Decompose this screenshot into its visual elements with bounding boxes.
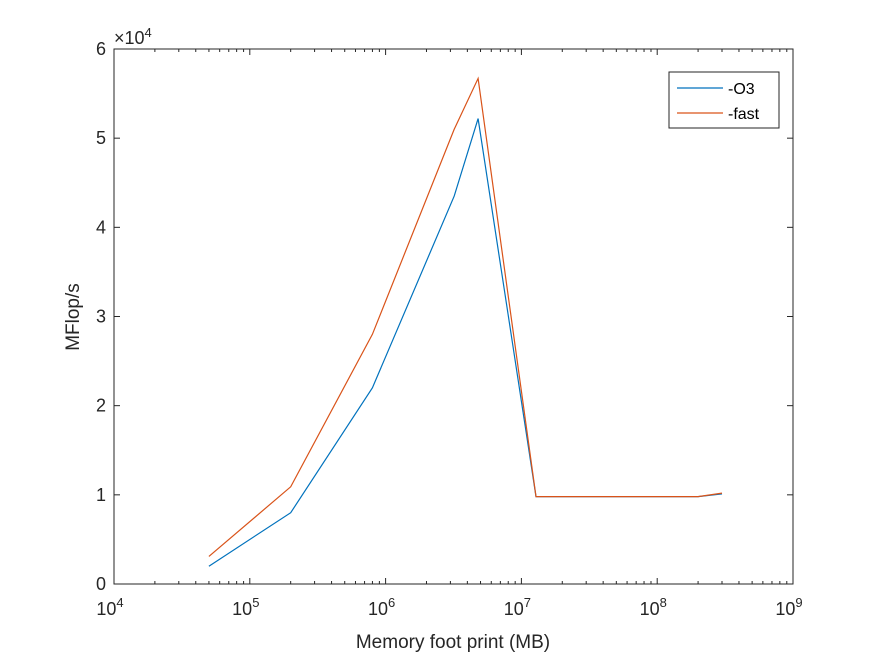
- y-tick-label: 2: [96, 396, 106, 416]
- legend-label-o3: -O3: [728, 81, 755, 98]
- x-tick-label: 104: [96, 595, 123, 619]
- x-tick-label: 109: [775, 595, 802, 619]
- y-tick-label: 5: [96, 128, 106, 148]
- y-tick-label: 3: [96, 307, 106, 327]
- y-exponent-label: ×104: [114, 25, 152, 49]
- legend-label-fast: -fast: [728, 106, 760, 123]
- x-axis-label: Memory foot print (MB): [356, 632, 550, 653]
- y-axis-label: MFlop/s: [63, 283, 84, 351]
- y-tick-label: 1: [96, 485, 106, 505]
- series-line-fast: [208, 76, 723, 557]
- series-layer: [208, 76, 723, 567]
- y-axis-ticks: 0 1 2 3 4 5 6: [96, 39, 793, 594]
- legend-box: [668, 71, 780, 129]
- plot-area: [114, 49, 793, 584]
- y-tick-label: 6: [96, 39, 106, 59]
- y-tick-label: 0: [96, 574, 106, 594]
- x-tick-label: 105: [232, 595, 259, 619]
- x-tick-label: 106: [368, 595, 395, 619]
- legend: -O3 -fast: [668, 71, 780, 129]
- x-tick-label: 108: [640, 595, 667, 619]
- y-tick-label: 4: [96, 217, 106, 237]
- x-tick-label: 107: [504, 595, 531, 619]
